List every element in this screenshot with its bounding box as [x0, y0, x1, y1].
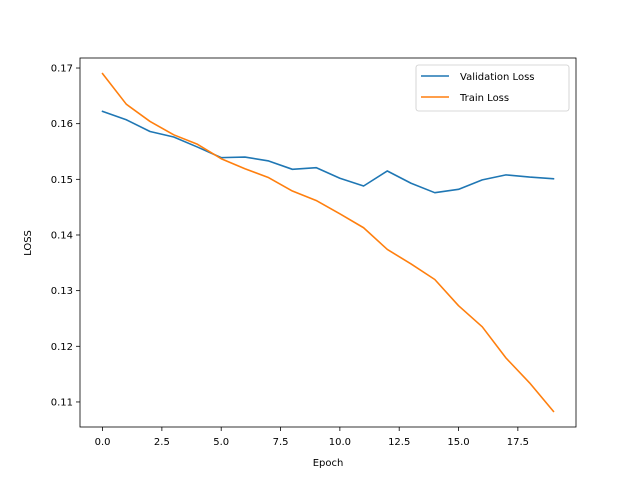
- y-tick-label: 0.11: [51, 397, 73, 408]
- series-line-train-loss: [101, 72, 555, 413]
- x-tick-label: 10.0: [329, 437, 351, 448]
- y-tick-label: 0.13: [51, 286, 73, 297]
- y-tick-label: 0.16: [51, 119, 73, 130]
- y-tick-label: 0.12: [51, 342, 73, 353]
- x-axis-label: Epoch: [313, 458, 344, 469]
- y-axis: 0.11 0.12 0.13 0.14 0.15 0.16 0.17: [51, 64, 80, 408]
- series-line-validation-loss: [101, 110, 555, 194]
- legend-box: [415, 64, 570, 112]
- x-axis: 0.0 2.5 5.0 7.5 10.0 12.5 15.0 17.5: [95, 427, 529, 448]
- series-lines: [101, 72, 555, 413]
- x-tick-label: 15.0: [447, 437, 469, 448]
- x-tick-label: 17.5: [507, 437, 529, 448]
- x-tick-label: 12.5: [388, 437, 410, 448]
- plot-frame: [79, 57, 577, 428]
- y-tick-label: 0.17: [51, 64, 73, 75]
- x-tick-label: 0.0: [95, 437, 111, 448]
- x-tick-label: 7.5: [273, 437, 289, 448]
- legend: Validation Loss Train Loss: [415, 64, 570, 112]
- legend-label: Train Loss: [459, 93, 509, 104]
- y-tick-label: 0.15: [51, 175, 73, 186]
- legend-label: Validation Loss: [460, 72, 535, 83]
- x-tick-label: 2.5: [154, 437, 170, 448]
- x-tick-label: 5.0: [213, 437, 229, 448]
- y-axis-label: LOSS: [23, 230, 34, 256]
- y-tick-label: 0.14: [51, 230, 73, 241]
